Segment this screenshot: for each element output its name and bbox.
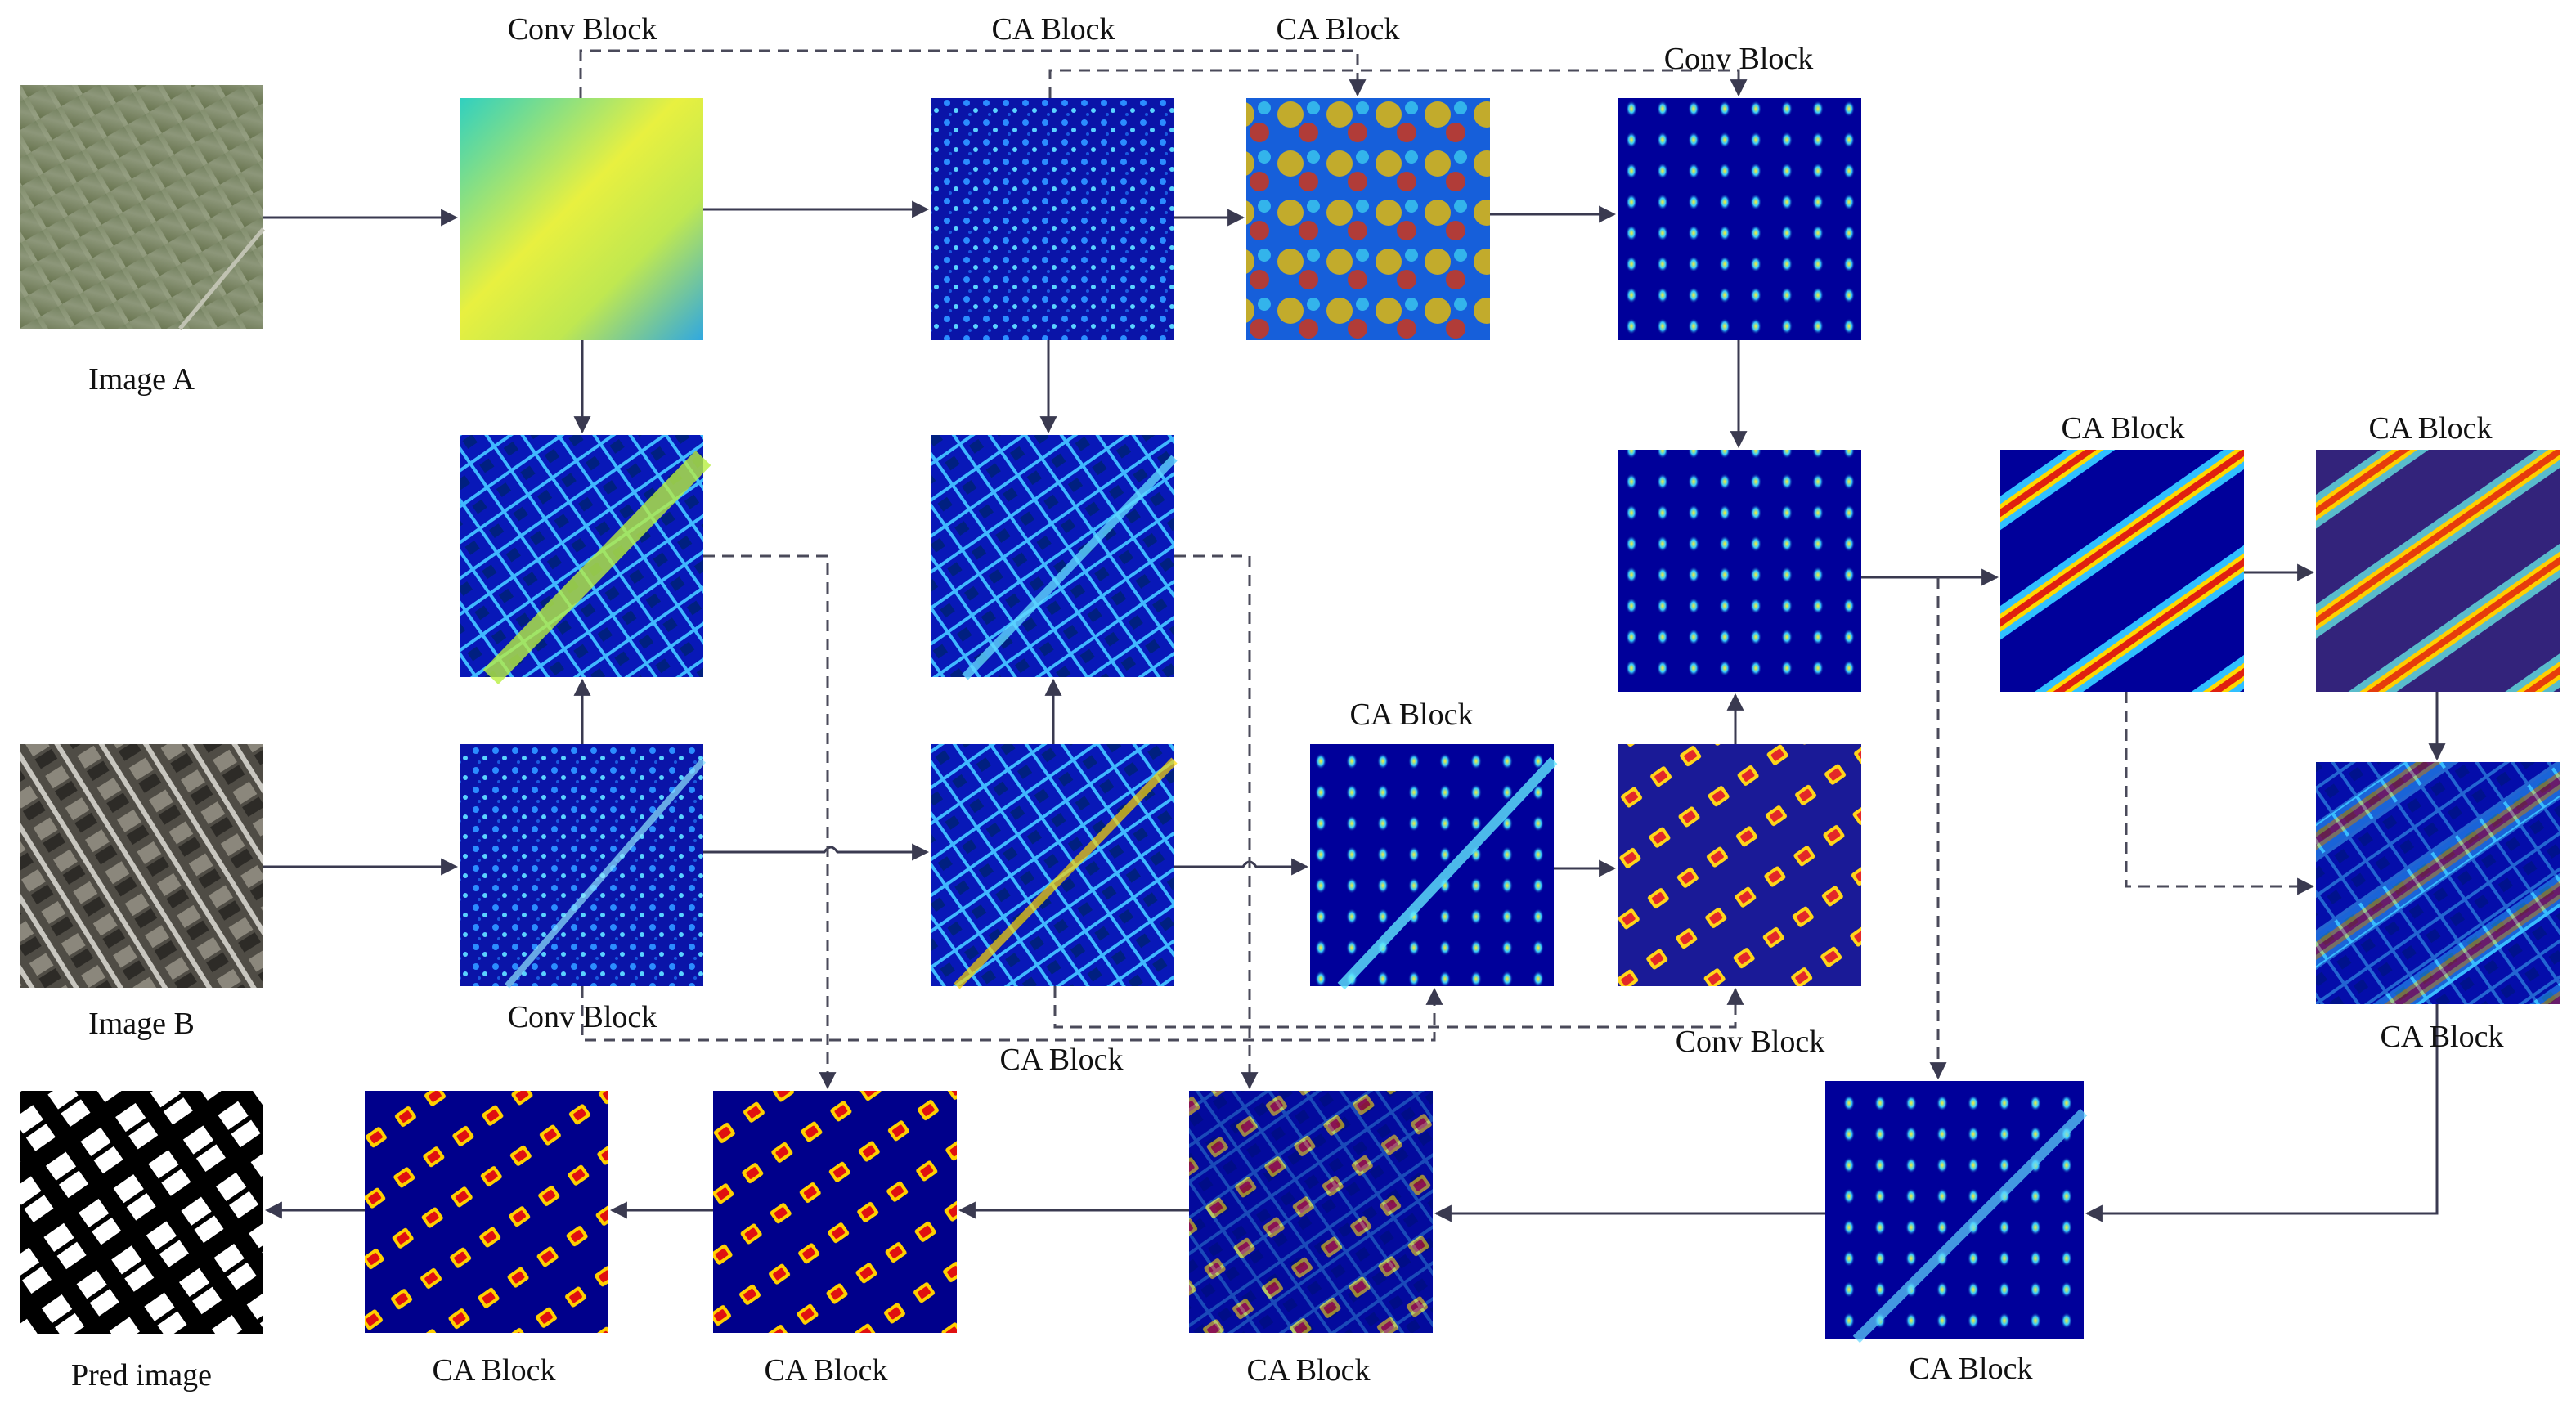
feature-map-conv-a1 bbox=[460, 98, 703, 340]
feature-map-ca-up-3 bbox=[2316, 762, 2560, 1004]
label-conv-block-b2: Conv Block bbox=[1676, 1025, 1825, 1059]
label-ca-block-dec-3: CA Block bbox=[1247, 1353, 1371, 1388]
image-b-thumbnail bbox=[20, 744, 263, 988]
label-ca-block-up-2: CA Block bbox=[2369, 411, 2493, 446]
label-conv-block-a1: Conv Block bbox=[508, 12, 657, 47]
image-a-thumbnail bbox=[20, 85, 265, 330]
feature-map-conv-a2 bbox=[1618, 98, 1861, 340]
feature-map-ca-a2 bbox=[1246, 98, 1490, 340]
label-ca-block-up-1: CA Block bbox=[2062, 411, 2185, 446]
feature-map-ca-dec-4 bbox=[1825, 1081, 2088, 1343]
feature-map-ca-dec-2 bbox=[713, 1091, 957, 1333]
feature-map-ca-up-2 bbox=[2316, 450, 2560, 692]
feature-map-ca-dec-1 bbox=[365, 1091, 608, 1333]
pred-image-mask bbox=[20, 1091, 263, 1334]
label-pred-image: Pred image bbox=[71, 1358, 212, 1393]
label-conv-block-a2: Conv Block bbox=[1664, 42, 1814, 76]
feature-map-ca-b1 bbox=[931, 744, 1178, 989]
feature-map-merge-1 bbox=[1618, 450, 1861, 692]
label-image-b: Image B bbox=[88, 1007, 195, 1041]
label-ca-block-dec-2: CA Block bbox=[765, 1353, 888, 1388]
feature-map-conv-b2 bbox=[1618, 744, 1861, 986]
feature-map-fused-2 bbox=[931, 435, 1178, 680]
label-ca-block-b1: CA Block bbox=[1000, 1043, 1124, 1077]
label-ca-block-up-3: CA Block bbox=[2381, 1020, 2504, 1054]
feature-map-ca-up-1 bbox=[2000, 450, 2244, 692]
label-ca-block-a1: CA Block bbox=[992, 12, 1115, 47]
feature-map-ca-b2 bbox=[1310, 744, 1558, 990]
feature-map-fused-1 bbox=[460, 435, 711, 685]
label-conv-block-b1: Conv Block bbox=[508, 1000, 657, 1034]
feature-map-conv-b1 bbox=[460, 744, 707, 989]
label-ca-block-a2: CA Block bbox=[1277, 12, 1400, 47]
label-ca-block-dec-1: CA Block bbox=[433, 1353, 556, 1388]
feature-map-ca-a1 bbox=[931, 98, 1174, 340]
label-ca-block-dec-4: CA Block bbox=[1910, 1352, 2033, 1386]
feature-map-ca-dec-3 bbox=[1189, 1091, 1433, 1333]
solid-connectors bbox=[263, 200, 2446, 1222]
label-ca-block-b2: CA Block bbox=[1350, 698, 1474, 732]
dashed-connectors bbox=[579, 49, 2315, 1090]
label-image-a: Image A bbox=[88, 362, 195, 397]
